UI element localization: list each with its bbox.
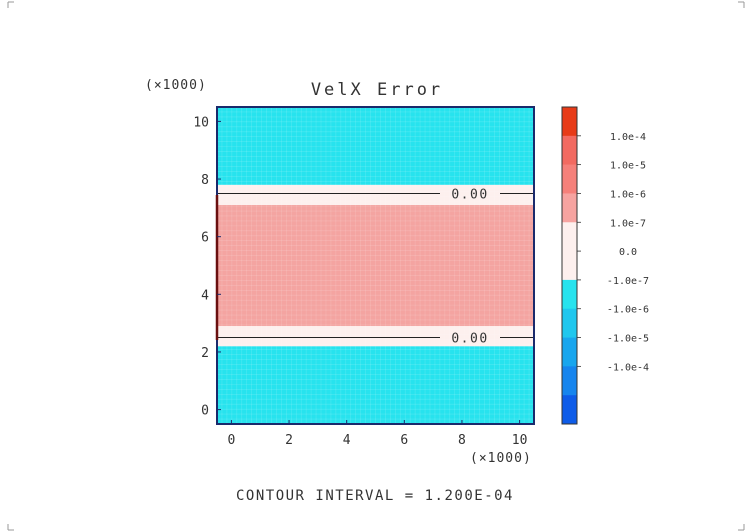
x-scale-label: (×1000) [470, 451, 532, 466]
plot-area: 0.00 0.00 [215, 106, 535, 425]
colorbar-label: -1.0e-5 [607, 334, 649, 345]
colorbar-label: -1.0e-6 [607, 305, 649, 316]
colorbar-label: -1.0e-7 [607, 276, 649, 287]
contour-bands [217, 107, 534, 424]
x-tick-label: 4 [343, 433, 351, 448]
colorbar-label: -1.0e-4 [607, 362, 649, 373]
colorbar-segment-2 [562, 164, 577, 194]
y-scale-label: (×1000) [145, 78, 207, 93]
colorbar-label: 1.0e-5 [610, 161, 646, 172]
contour-band-3 [217, 184, 534, 205]
y-tick-label: 4 [201, 288, 209, 303]
contour-interval-footer: CONTOUR INTERVAL = 1.200E-04 [236, 488, 514, 504]
colorbar-labels: 1.0e-4 1.0e-5 1.0e-6 1.0e-7 0.0 -1.0e-7 -1.0e-… [577, 132, 649, 373]
colorbar-label: 1.0e-7 [610, 218, 646, 229]
y-tick-label: 0 [201, 404, 209, 419]
x-tick-label: 0 [227, 433, 235, 448]
y-tick-label: 8 [201, 173, 209, 188]
x-axis-ticks: 0 2 4 6 8 10 [227, 420, 527, 448]
x-tick-label: 10 [512, 433, 528, 448]
colorbar [561, 106, 578, 425]
y-tick-label: 10 [193, 115, 209, 130]
colorbar-segment-0 [562, 107, 577, 137]
colorbar-segment-6 [562, 279, 577, 310]
contour-band-1 [217, 326, 534, 347]
contour-lines: 0.00 0.00 [217, 187, 534, 347]
contour-band-4 [217, 107, 534, 185]
x-tick-label: 6 [400, 433, 408, 448]
y-axis-ticks: 0 2 4 6 8 10 [193, 115, 221, 419]
colorbar-label: 1.0e-6 [610, 189, 646, 200]
colorbar-segment-1 [562, 135, 577, 165]
y-tick-label: 2 [201, 346, 209, 361]
colorbar-label: 1.0e-4 [610, 132, 646, 143]
colorbar-label: 0.0 [619, 247, 637, 258]
contour-band-2 [217, 204, 534, 327]
colorbar-segment-3 [562, 193, 577, 223]
contour-band-0 [217, 346, 534, 424]
colorbar-segment-7 [562, 308, 577, 338]
page-corner-marks [7, 1, 745, 531]
colorbar-segment-10 [562, 395, 577, 425]
x-tick-label: 2 [285, 433, 293, 448]
colorbar-segment-8 [562, 337, 577, 367]
colorbar-segment-4 [562, 222, 577, 252]
colorbar-segment-9 [562, 366, 577, 396]
contour-label-0: 0.00 [451, 187, 488, 202]
contour-label-1: 0.00 [451, 332, 488, 347]
chart-title: VelX Error [311, 80, 443, 100]
colorbar-frame [561, 106, 578, 425]
x-tick-label: 8 [458, 433, 466, 448]
colorbar-segment-5 [562, 251, 577, 281]
y-tick-label: 6 [201, 231, 209, 246]
mesh-grid [217, 107, 534, 424]
